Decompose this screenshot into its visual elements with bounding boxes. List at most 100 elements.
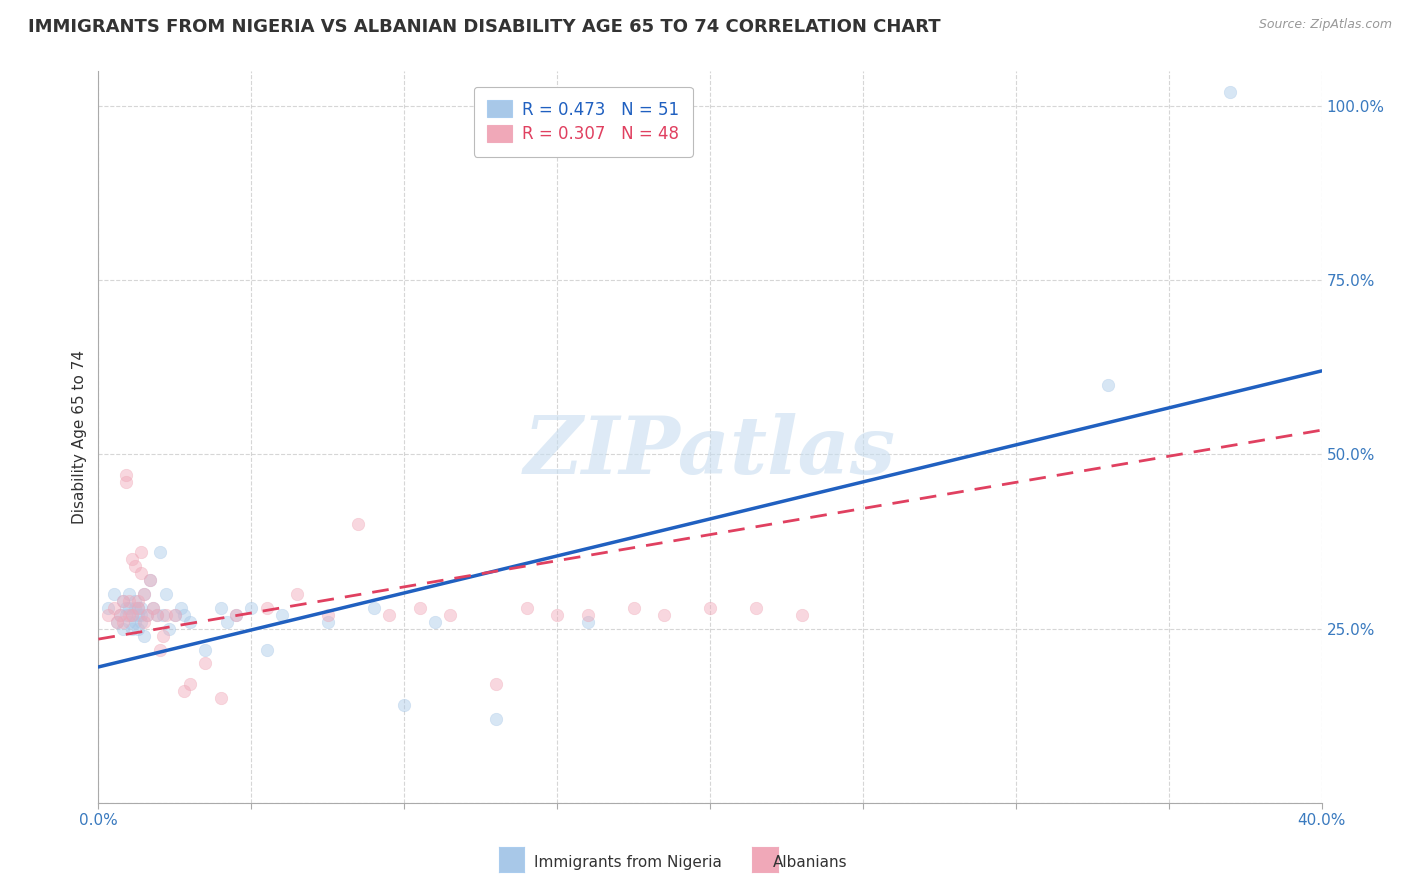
Point [194,642,217,657]
Legend: R = 0.473   N = 51, R = 0.307   N = 48: R = 0.473 N = 51, R = 0.307 N = 48 [474,87,693,157]
Point [170,600,193,615]
Point [134,587,156,601]
Point [127,600,149,615]
Point [745,600,768,615]
Point [139,573,162,587]
Point [134,615,156,629]
Point [240,600,263,615]
Point [115,600,138,615]
Text: IMMIGRANTS FROM NIGERIA VS ALBANIAN DISABILITY AGE 65 TO 74 CORRELATION CHART: IMMIGRANTS FROM NIGERIA VS ALBANIAN DISA… [28,18,941,36]
Point [209,691,232,706]
Point [225,607,247,622]
Point [225,607,247,622]
Point [115,468,138,483]
Point [285,587,308,601]
Point [115,607,138,622]
Point [485,712,508,726]
Point [121,607,143,622]
Point [363,600,385,615]
Point [347,517,370,532]
Point [103,600,125,615]
Text: Source: ZipAtlas.com: Source: ZipAtlas.com [1258,18,1392,31]
Point [118,594,141,608]
Point [115,475,138,490]
Point [129,600,152,615]
Point [124,615,146,629]
Text: ZIPatlas: ZIPatlas [524,413,896,491]
Point [546,607,568,622]
Point [270,607,292,622]
Point [179,677,201,691]
Text: Immigrants from Nigeria: Immigrants from Nigeria [534,855,723,870]
Point [111,622,134,636]
Point [316,607,339,622]
Point [127,600,149,615]
Point [97,600,120,615]
Point [136,607,159,622]
Point [439,607,461,622]
Point [516,600,538,615]
Point [105,615,128,629]
Point [652,607,675,622]
Point [1097,377,1119,392]
Point [129,607,152,622]
Point [97,607,120,622]
Point [111,615,134,629]
Point [108,607,131,622]
Point [124,558,146,573]
Point [378,607,401,622]
Point [121,607,143,622]
Point [256,642,278,657]
Point [392,698,416,713]
Point [124,600,146,615]
Point [124,594,146,608]
Point [134,587,156,601]
Point [209,600,232,615]
Point [423,615,446,629]
Point [103,587,125,601]
Point [256,600,278,615]
Point [173,684,195,698]
Point [149,545,172,559]
Point [118,607,141,622]
Point [163,607,186,622]
Point [194,657,217,671]
Point [129,545,152,559]
Point [173,607,195,622]
Point [134,629,156,643]
Point [136,607,159,622]
Point [121,552,143,566]
Point [118,600,141,615]
Point [576,615,599,629]
Point [127,607,149,622]
Point [699,600,721,615]
Point [152,607,174,622]
Point [163,607,186,622]
Point [576,607,599,622]
Point [155,587,177,601]
Y-axis label: Disability Age 65 to 74: Disability Age 65 to 74 [72,350,87,524]
Point [155,607,177,622]
Point [157,622,180,636]
Point [408,600,430,615]
Point [127,622,149,636]
Point [121,622,143,636]
Point [152,629,174,643]
Point [139,573,162,587]
Point [127,594,149,608]
Point [145,607,167,622]
Point [118,615,141,629]
Point [790,607,813,622]
Point [149,642,172,657]
Point [485,677,508,691]
Point [118,587,141,601]
Point [179,615,201,629]
Point [1219,85,1241,99]
Point [215,615,238,629]
Point [316,615,339,629]
Point [129,566,152,580]
Point [142,600,165,615]
Point [108,607,131,622]
Text: Albanians: Albanians [773,855,848,870]
Point [111,594,134,608]
